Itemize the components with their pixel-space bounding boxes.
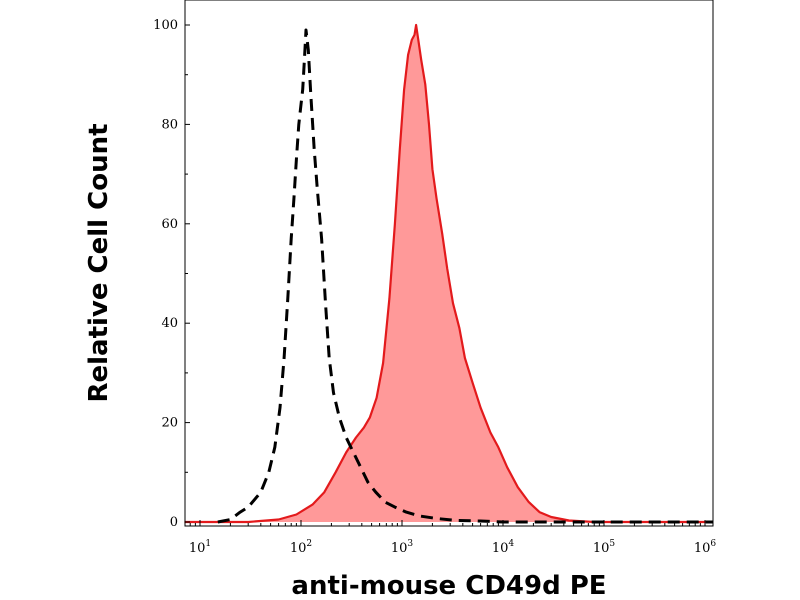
- plot-frame: [184, 0, 714, 527]
- y-tick-label-2: 40: [161, 316, 178, 331]
- y-axis-title: Relative Cell Count: [84, 123, 114, 402]
- y-tick-label-1: 20: [161, 416, 178, 431]
- series-line-0: [184, 23, 713, 524]
- y-tick-label-5: 100: [153, 18, 178, 33]
- x-axis-ticks: 101 102 103 104 105 106: [189, 520, 717, 556]
- y-tick-label-3: 60: [161, 217, 178, 232]
- x-tick-label-5: 106: [694, 539, 717, 556]
- x-tick-label-1: 102: [290, 539, 312, 556]
- y-tick-label-4: 80: [161, 117, 178, 132]
- plot-area: [184, 23, 713, 524]
- x-tick-label-2: 103: [391, 539, 414, 556]
- y-tick-label-0: 0: [170, 515, 178, 530]
- series-area-0: [184, 25, 713, 522]
- x-tick-label-0: 101: [189, 539, 211, 556]
- x-axis-title: anti-mouse CD49d PE: [291, 571, 606, 600]
- x-tick-label-3: 104: [492, 539, 515, 556]
- x-tick-label-4: 105: [593, 539, 616, 556]
- y-axis-ticks: 0 20 40 60 80 100: [153, 18, 190, 530]
